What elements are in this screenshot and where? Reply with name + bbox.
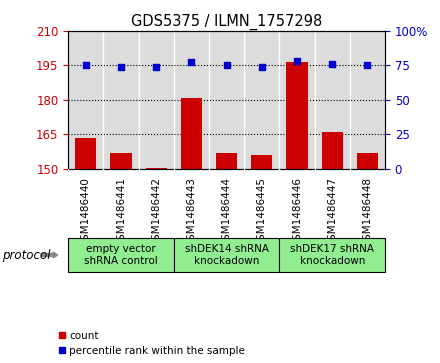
Text: shDEK17 shRNA
knockadown: shDEK17 shRNA knockadown — [290, 244, 374, 266]
Text: protocol: protocol — [2, 249, 51, 261]
Bar — [322, 132, 343, 169]
Bar — [75, 138, 96, 169]
Point — [82, 62, 89, 68]
Point — [188, 59, 195, 65]
Title: GDS5375 / ILMN_1757298: GDS5375 / ILMN_1757298 — [131, 13, 322, 29]
Text: GSM1486440: GSM1486440 — [81, 177, 91, 247]
Point — [258, 65, 265, 70]
Text: GSM1486443: GSM1486443 — [187, 177, 196, 247]
Point — [293, 58, 301, 64]
Bar — [146, 168, 167, 169]
Legend: count, percentile rank within the sample: count, percentile rank within the sample — [58, 331, 246, 356]
Bar — [286, 62, 308, 169]
Text: GSM1486442: GSM1486442 — [151, 177, 161, 247]
Bar — [357, 153, 378, 169]
Text: empty vector
shRNA control: empty vector shRNA control — [84, 244, 158, 266]
Text: GSM1486448: GSM1486448 — [363, 177, 372, 247]
Text: shDEK14 shRNA
knockadown: shDEK14 shRNA knockadown — [185, 244, 268, 266]
Bar — [251, 155, 272, 169]
Point — [329, 61, 336, 67]
Bar — [110, 153, 132, 169]
Point — [117, 65, 125, 70]
Bar — [216, 153, 237, 169]
Text: GSM1486444: GSM1486444 — [222, 177, 231, 247]
Bar — [181, 98, 202, 169]
Point — [153, 65, 160, 70]
Text: GSM1486447: GSM1486447 — [327, 177, 337, 247]
Text: GSM1486445: GSM1486445 — [257, 177, 267, 247]
Point — [364, 62, 371, 68]
Text: GSM1486441: GSM1486441 — [116, 177, 126, 247]
Text: GSM1486446: GSM1486446 — [292, 177, 302, 247]
Point — [223, 62, 230, 68]
